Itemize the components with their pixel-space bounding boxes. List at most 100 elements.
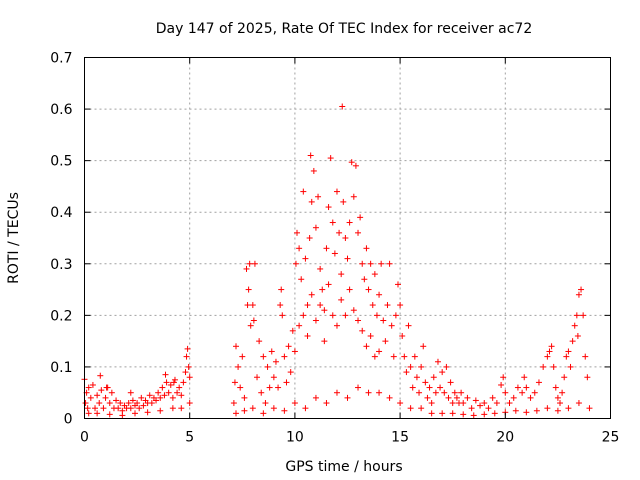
data-point bbox=[397, 400, 404, 407]
y-tick-label: 0.4 bbox=[50, 205, 72, 221]
data-point bbox=[249, 405, 256, 412]
data-point bbox=[178, 405, 185, 412]
data-point bbox=[426, 384, 433, 391]
data-point bbox=[321, 338, 328, 345]
data-point bbox=[307, 152, 314, 159]
data-point bbox=[304, 302, 311, 309]
data-point bbox=[540, 363, 547, 370]
data-point bbox=[136, 405, 143, 412]
data-point bbox=[514, 384, 521, 391]
data-point bbox=[266, 384, 273, 391]
data-point bbox=[458, 389, 465, 396]
data-point bbox=[119, 412, 126, 419]
data-point bbox=[296, 245, 303, 252]
data-point bbox=[437, 384, 444, 391]
data-point bbox=[312, 394, 319, 401]
data-point bbox=[521, 374, 528, 381]
data-point bbox=[329, 219, 336, 226]
data-point bbox=[237, 384, 244, 391]
data-point bbox=[92, 405, 99, 412]
data-point bbox=[115, 405, 122, 412]
data-point bbox=[397, 302, 404, 309]
data-point bbox=[342, 312, 349, 319]
data-point bbox=[319, 286, 326, 293]
data-point bbox=[460, 400, 467, 407]
data-point bbox=[106, 400, 113, 407]
data-point bbox=[510, 394, 517, 401]
data-point bbox=[363, 343, 370, 350]
data-point bbox=[281, 407, 288, 414]
data-point bbox=[246, 260, 253, 267]
data-point bbox=[491, 410, 498, 417]
data-point bbox=[352, 162, 359, 169]
data-point bbox=[308, 291, 315, 298]
data-point bbox=[260, 353, 267, 360]
data-point bbox=[392, 312, 399, 319]
data-point bbox=[584, 374, 591, 381]
y-tick-label: 0 bbox=[64, 412, 73, 428]
data-point bbox=[346, 286, 353, 293]
data-point bbox=[97, 372, 104, 379]
data-point bbox=[264, 363, 271, 370]
data-point bbox=[512, 407, 519, 414]
data-point bbox=[428, 400, 435, 407]
data-point bbox=[365, 389, 372, 396]
data-point bbox=[348, 159, 355, 166]
data-point bbox=[390, 353, 397, 360]
data-point bbox=[327, 155, 334, 162]
data-point bbox=[244, 302, 251, 309]
data-point bbox=[405, 322, 412, 329]
data-point bbox=[544, 405, 551, 412]
data-point bbox=[278, 286, 285, 293]
data-point bbox=[262, 400, 269, 407]
data-point bbox=[384, 302, 391, 309]
data-point bbox=[367, 260, 374, 267]
data-point bbox=[586, 405, 593, 412]
y-tick-label: 0.3 bbox=[50, 257, 72, 273]
data-point bbox=[127, 389, 134, 396]
data-point bbox=[125, 400, 132, 407]
data-point bbox=[300, 312, 307, 319]
data-point bbox=[85, 384, 92, 391]
data-point bbox=[304, 332, 311, 339]
data-point bbox=[241, 407, 248, 414]
data-point bbox=[561, 374, 568, 381]
data-point bbox=[407, 405, 414, 412]
data-point bbox=[96, 400, 103, 407]
data-point bbox=[134, 400, 141, 407]
data-point bbox=[148, 400, 155, 407]
data-point bbox=[260, 410, 267, 417]
data-point bbox=[428, 410, 435, 417]
data-point bbox=[502, 389, 509, 396]
chart-title: Day 147 of 2025, Rate Of TEC Index for r… bbox=[156, 21, 532, 37]
data-point bbox=[422, 379, 429, 386]
data-point bbox=[333, 322, 340, 329]
data-point bbox=[186, 400, 193, 407]
data-point bbox=[350, 307, 357, 314]
data-point bbox=[574, 332, 581, 339]
data-point bbox=[174, 389, 181, 396]
data-point bbox=[344, 394, 351, 401]
data-point bbox=[317, 265, 324, 272]
data-point bbox=[336, 229, 343, 236]
data-point bbox=[277, 302, 284, 309]
y-tick-label: 0.5 bbox=[50, 154, 72, 170]
data-point bbox=[554, 394, 561, 401]
data-point bbox=[94, 392, 101, 399]
data-point bbox=[464, 394, 471, 401]
data-point bbox=[355, 317, 362, 324]
data-point bbox=[306, 235, 313, 241]
data-point bbox=[500, 374, 507, 381]
data-point bbox=[401, 353, 408, 360]
data-point bbox=[178, 392, 185, 399]
data-point bbox=[333, 188, 340, 195]
data-point bbox=[315, 193, 322, 200]
data-point bbox=[153, 397, 160, 404]
data-point bbox=[535, 379, 542, 386]
y-tick-label: 0.1 bbox=[50, 360, 72, 376]
data-point bbox=[272, 358, 279, 365]
data-point bbox=[291, 348, 298, 355]
data-point bbox=[127, 405, 134, 412]
data-point bbox=[493, 400, 500, 407]
data-point bbox=[445, 394, 452, 401]
